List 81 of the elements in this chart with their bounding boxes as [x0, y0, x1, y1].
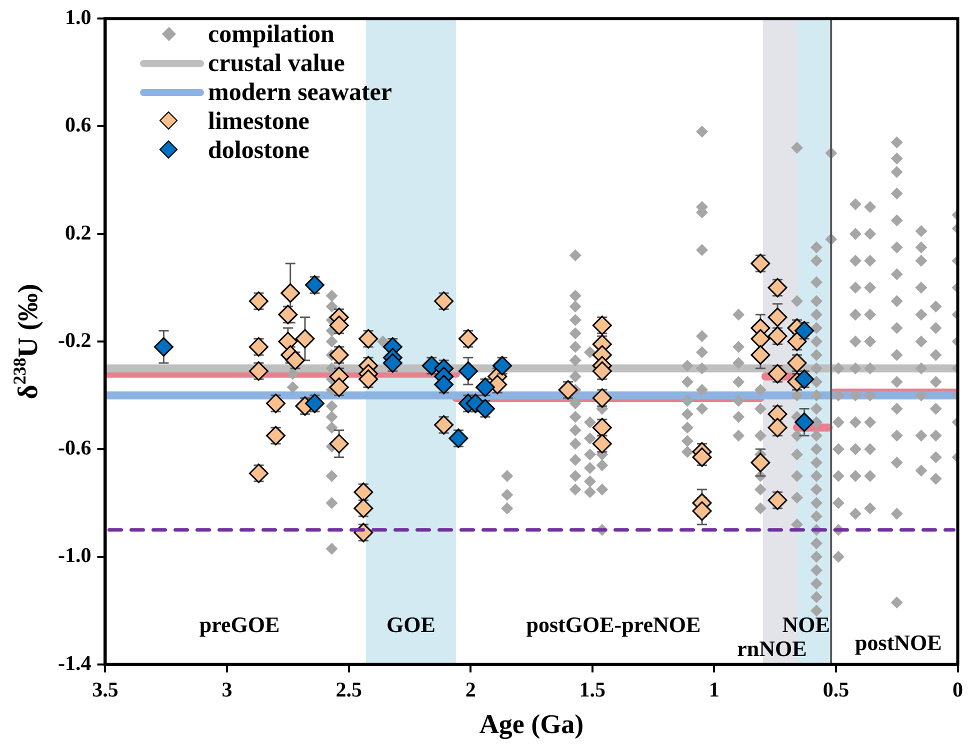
y-tick-label: 0.6 [64, 112, 92, 137]
point [280, 283, 300, 303]
point [475, 399, 495, 419]
point [768, 418, 788, 438]
point [354, 482, 374, 502]
point [768, 490, 788, 510]
point [768, 364, 788, 384]
legend-label: limestone [208, 107, 310, 136]
point [794, 320, 814, 340]
annotation: preGOE [199, 612, 280, 638]
point [768, 308, 788, 328]
point [266, 394, 286, 414]
point [768, 326, 788, 346]
x-axis-title: Age (Ga) [479, 708, 584, 739]
point [382, 353, 402, 373]
band-label: rnNOE [737, 636, 807, 662]
point [592, 361, 612, 381]
band-label: NOE [782, 612, 830, 638]
x-tick-label: 1 [708, 677, 720, 702]
point [329, 434, 349, 454]
point [592, 434, 612, 454]
point [329, 316, 349, 336]
point [592, 418, 612, 438]
point [285, 350, 305, 370]
x-tick-label: 3.5 [92, 677, 118, 702]
x-tick-label: 0.5 [822, 677, 850, 702]
point [750, 345, 770, 365]
point [278, 332, 298, 352]
y-tick-label: 0.2 [64, 220, 92, 244]
y-tick-label: -0.2 [58, 328, 92, 352]
x-tick-label: 0 [952, 677, 963, 702]
point [248, 337, 268, 357]
point [248, 291, 268, 311]
point [248, 361, 268, 381]
point [329, 377, 349, 397]
point [304, 394, 324, 414]
point [750, 329, 770, 349]
point [154, 337, 174, 357]
point [458, 329, 478, 349]
point [248, 464, 268, 484]
point [787, 353, 807, 373]
annotation: postNOE [855, 630, 942, 656]
band-label: GOE [386, 612, 436, 638]
point [358, 369, 378, 389]
y-tick-label: 1.0 [64, 5, 92, 30]
legend-label: dolostone [208, 136, 310, 165]
point [794, 369, 814, 389]
point [692, 447, 712, 467]
y-tick-label: -1.4 [58, 650, 92, 675]
point [358, 329, 378, 349]
point [329, 345, 349, 365]
point [592, 316, 612, 336]
point [750, 452, 770, 472]
point [434, 374, 454, 394]
point [787, 332, 807, 352]
x-tick-label: 2.5 [336, 677, 362, 702]
point [768, 278, 788, 298]
point [458, 361, 478, 381]
point [295, 329, 315, 349]
legend-label: compilation [208, 20, 334, 49]
y-tick-label: -0.6 [58, 436, 92, 460]
point [794, 412, 814, 432]
x-tick-label: 2 [465, 677, 476, 702]
point [750, 254, 770, 274]
y-axis-title: δ238U (‰) [10, 284, 44, 400]
annotation: postGOE-preNOE [526, 612, 701, 638]
x-tick-label: 3 [222, 677, 232, 702]
legend-label: modern seawater [208, 78, 392, 107]
point [692, 501, 712, 521]
point [434, 415, 454, 435]
point [434, 291, 454, 311]
point [558, 380, 578, 400]
point [448, 428, 468, 448]
point [304, 275, 324, 295]
legend-label: crustal value [208, 49, 345, 78]
point [354, 498, 374, 518]
point [475, 377, 495, 397]
x-tick-label: 1.5 [579, 677, 606, 702]
y-tick-label: -1.0 [58, 543, 92, 568]
point [266, 426, 286, 446]
point [592, 388, 612, 408]
